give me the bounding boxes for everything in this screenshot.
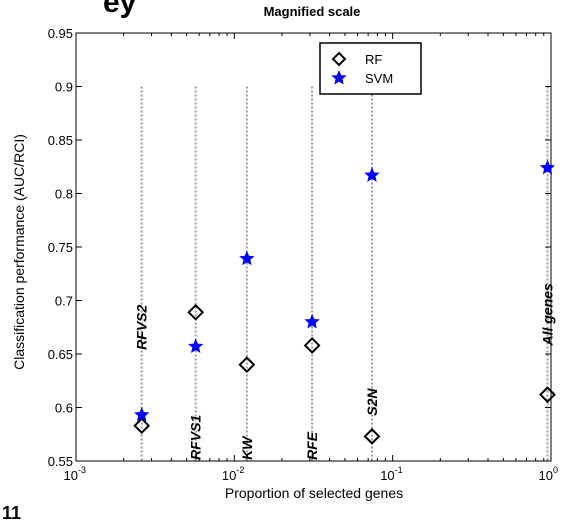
cropped-heading-fragment: ey <box>103 0 137 19</box>
svm-point <box>134 406 150 422</box>
rf-point <box>187 303 205 321</box>
y-tick-label: 0.85 <box>48 133 73 148</box>
y-tick-label: 0.7 <box>55 294 73 309</box>
y-axis-ticks: 0.55 0.6 0.65 0.7 0.75 0.8 0.85 0.9 0.95 <box>48 26 551 469</box>
y-tick-label: 0.65 <box>48 347 73 362</box>
x-axis-ticks: 10 -3 10 -2 10 -1 10 0 <box>64 33 558 483</box>
y-tick-label: 0.75 <box>48 240 73 255</box>
svm-point <box>539 159 556 175</box>
x-tick-exponent: -3 <box>78 465 86 475</box>
y-tick-label: 0.95 <box>48 26 73 41</box>
method-label: S2N <box>364 388 380 416</box>
svm-point <box>187 338 204 354</box>
rf-point <box>238 356 256 374</box>
y-tick-label: 0.9 <box>55 80 73 95</box>
svm-point <box>239 250 255 266</box>
method-labels: RFVS2 RFVS1 KW RFE S2N All genes <box>134 283 556 460</box>
method-label: RFVS1 <box>188 415 204 460</box>
y-tick-label: 0.55 <box>48 454 73 469</box>
x-tick-exponent: 0 <box>553 465 558 475</box>
x-tick-label: 10 <box>64 468 78 483</box>
y-tick-label: 0.8 <box>55 187 73 202</box>
svm-point <box>304 313 320 329</box>
legend-label: SVM <box>365 71 393 86</box>
method-label: RFVS2 <box>134 304 150 349</box>
scatter-chart: Magnified scale 10 -3 10 -2 10 -1 10 0 0.550.60… <box>11 4 558 501</box>
x-tick-exponent: -1 <box>395 465 403 475</box>
legend: RF SVM <box>319 42 422 95</box>
x-tick-label: 10 <box>539 468 553 483</box>
rf-point <box>363 427 381 445</box>
plot-area-border <box>75 32 552 462</box>
rf-point <box>539 386 556 404</box>
method-label: RFE <box>304 431 320 460</box>
rf-point <box>133 417 151 435</box>
x-tick-label: 10 <box>380 468 394 483</box>
rf-point <box>303 337 321 354</box>
legend-label: RF <box>365 52 382 67</box>
x-tick-label: 10 <box>222 468 236 483</box>
chart-title: Magnified scale <box>264 4 361 19</box>
method-label: KW <box>239 435 255 460</box>
y-axis-label: Classification performance (AUC/RCI) <box>11 134 27 370</box>
svm-point <box>364 167 380 182</box>
legend-box <box>319 42 422 95</box>
data-points <box>133 159 556 445</box>
x-axis-label: Proportion of selected genes <box>225 485 403 501</box>
y-tick-label: 0.6 <box>55 401 73 416</box>
method-label: All genes <box>539 283 555 346</box>
rf-point <box>331 51 347 67</box>
svm-point <box>331 69 347 85</box>
method-guide-lines <box>140 86 549 461</box>
x-tick-exponent: -2 <box>236 465 244 475</box>
plot-frame <box>75 32 552 462</box>
